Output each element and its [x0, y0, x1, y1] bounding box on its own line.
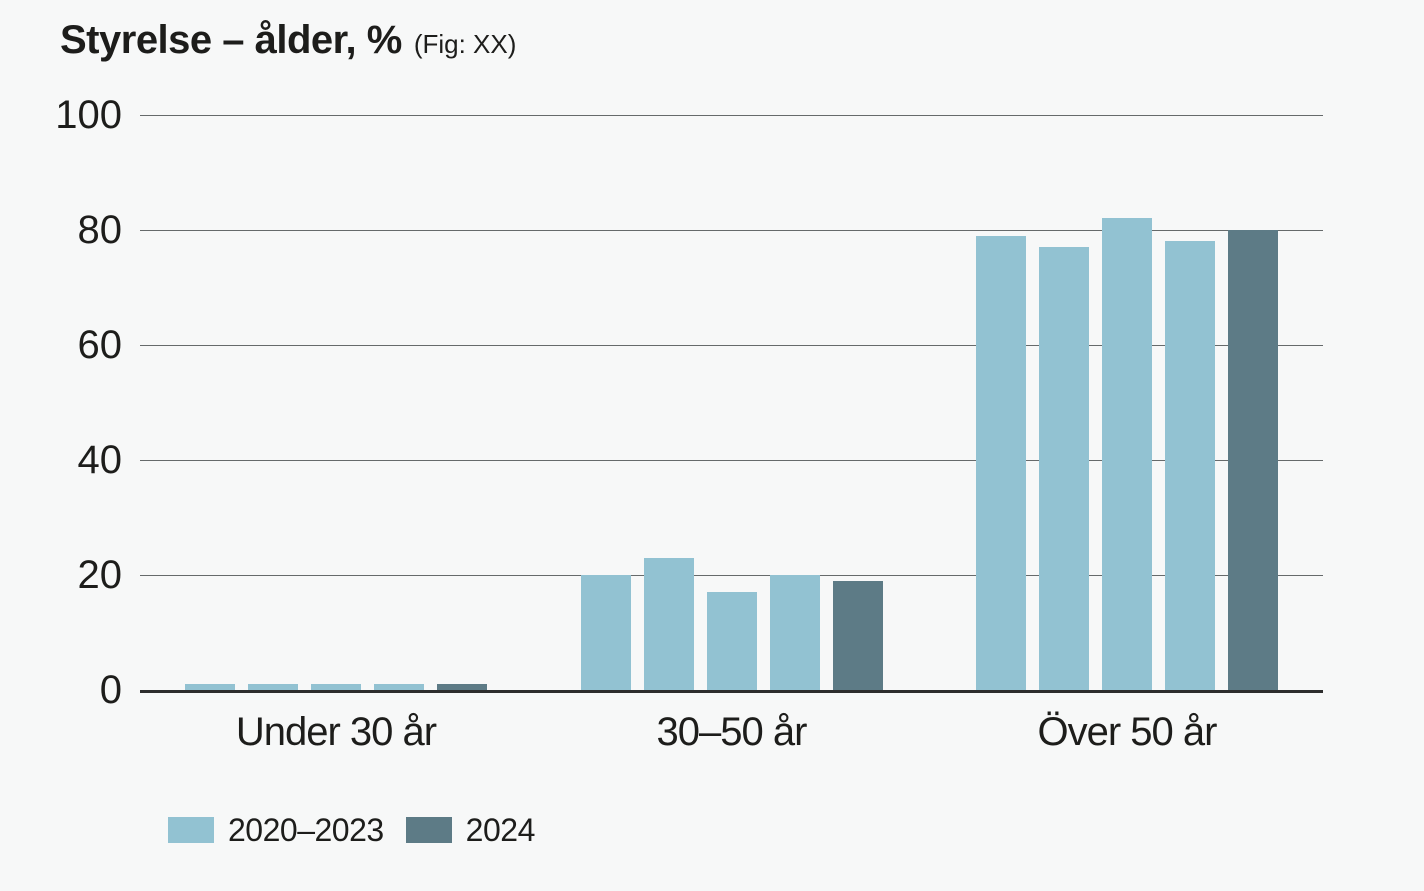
y-axis-tick-label: 60 [77, 323, 123, 367]
legend-item: 2024 [405, 812, 536, 848]
y-axis-tick-label: 40 [77, 438, 123, 482]
y-axis-tick-label: 20 [77, 553, 123, 597]
bar-2021 [1039, 247, 1089, 690]
gridline [140, 114, 1323, 116]
y-axis-tick-label: 0 [99, 668, 122, 712]
chart-legend: 2020–2023 2024 [168, 814, 535, 846]
y-axis-tick-label: 80 [77, 208, 123, 252]
x-axis-category-labels: Under 30 år 30–50 år Över 50 år [140, 708, 1323, 756]
bar-2024 [437, 684, 487, 690]
bar-2024 [832, 581, 883, 690]
figure-number-note: (Fig: XX) [413, 29, 517, 59]
bar-2023 [1165, 241, 1215, 690]
bar-2020 [580, 575, 631, 690]
category-label: Över 50 år [1037, 710, 1218, 754]
gridline [140, 459, 1323, 461]
chart-title: Styrelse – ålder, % [60, 18, 402, 62]
bar-2021 [643, 558, 694, 690]
legend-item: 2020–2023 [168, 814, 384, 846]
bar-2022 [706, 592, 757, 690]
bar-group [580, 558, 883, 690]
legend-label: 2020–2023 [228, 812, 384, 848]
legend-label: 2024 [465, 812, 536, 848]
category-label: 30–50 år [656, 710, 808, 754]
legend-color-swatch [405, 817, 452, 843]
bar-2022 [1102, 218, 1152, 690]
chart-header: Styrelse – ålder, % (Fig: XX) [60, 18, 516, 62]
bar-2021 [248, 684, 298, 690]
bar-2020 [976, 236, 1026, 690]
bar-group [185, 684, 487, 690]
bar-2020 [185, 684, 235, 690]
gridline [140, 574, 1323, 576]
bar-group [976, 218, 1278, 690]
legend-color-swatch [168, 817, 214, 843]
plot-area: 0 20 40 60 80 100 [55, 95, 1323, 710]
category-label: Under 30 år [235, 710, 437, 754]
gridline [140, 344, 1323, 346]
gridline [140, 229, 1323, 231]
bar-groups-container [140, 118, 1323, 690]
bar-2023 [374, 684, 424, 690]
bar-2023 [769, 575, 820, 690]
y-axis-tick-label: 100 [55, 93, 122, 137]
bar-2024 [1228, 230, 1278, 690]
bar-2022 [311, 684, 361, 690]
